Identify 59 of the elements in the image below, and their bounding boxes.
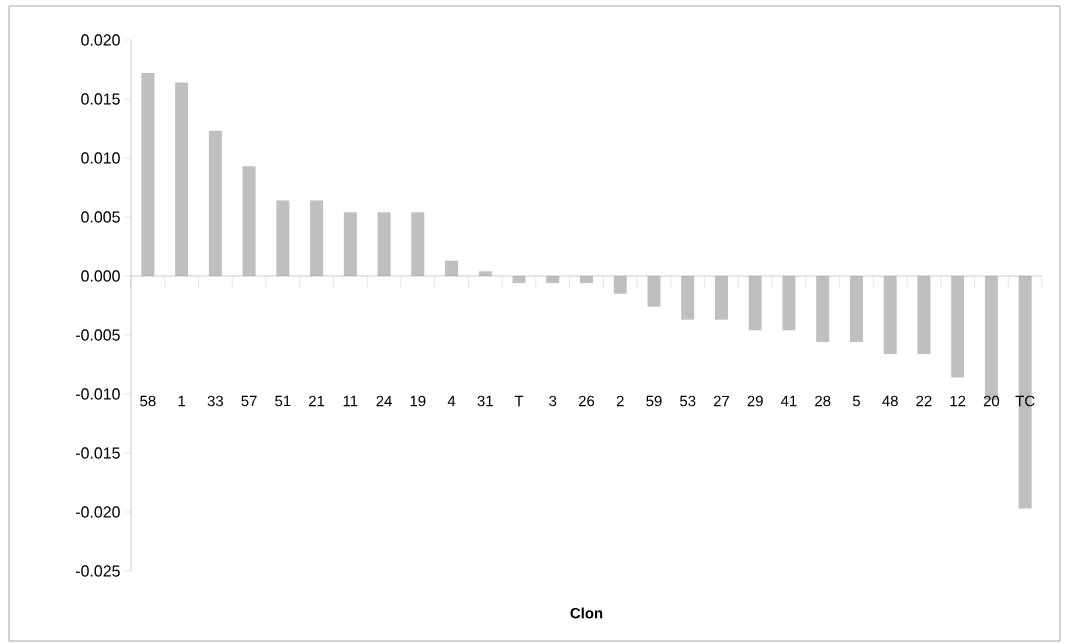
x-tick-label: 29	[747, 395, 763, 407]
bar	[613, 276, 627, 294]
y-tick-label: -0.020	[75, 506, 120, 518]
x-tick-label: 57	[241, 395, 257, 407]
y-tick-label: -0.005	[75, 329, 120, 341]
y-tick-label: -0.015	[75, 447, 120, 459]
x-tick-label: 53	[680, 395, 696, 407]
x-tick-label: 48	[882, 395, 898, 407]
x-tick-label: 59	[646, 395, 662, 407]
x-axis-title: Clon	[570, 607, 603, 619]
bar	[310, 200, 324, 276]
y-tick-label: 0.015	[81, 93, 120, 105]
x-tick-label: 51	[275, 395, 291, 407]
bar	[782, 276, 796, 331]
bar	[377, 212, 391, 276]
bar	[816, 276, 830, 343]
bar	[445, 260, 459, 276]
bar	[748, 276, 762, 331]
bar	[276, 200, 290, 276]
x-tick-label: 28	[815, 395, 831, 407]
x-tick-label: 58	[140, 395, 156, 407]
x-tick-label: 33	[207, 395, 224, 407]
bar	[175, 82, 189, 276]
x-tick-label: 1	[178, 395, 186, 407]
y-tick-label: 0.000	[81, 270, 120, 282]
x-tick-label: 12	[950, 395, 966, 407]
x-tick-label: 3	[549, 395, 557, 407]
bar	[681, 276, 695, 320]
x-tick-label: 24	[376, 395, 392, 407]
bar	[411, 212, 425, 276]
bar	[849, 276, 863, 343]
bar	[951, 276, 965, 378]
x-tick-label: TC	[1015, 395, 1035, 407]
x-tick-label: 26	[578, 395, 595, 407]
y-tick-label: 0.005	[81, 211, 120, 223]
y-tick-label: -0.010	[75, 388, 120, 400]
x-tick-label: 20	[983, 395, 1000, 407]
y-tick-label: 0.010	[81, 152, 120, 164]
x-tick-label: 2	[616, 395, 624, 407]
bar	[917, 276, 931, 354]
x-tick-label: 19	[410, 395, 426, 407]
bar	[208, 130, 222, 276]
x-tick-label: 4	[447, 395, 456, 407]
x-tick-label: 11	[343, 395, 358, 407]
x-tick-label: 22	[916, 395, 932, 407]
x-tick-label: 31	[477, 395, 493, 407]
bar	[647, 276, 661, 307]
x-tick-label: 5	[852, 395, 860, 407]
bar	[883, 276, 897, 354]
y-tick-label: 0.020	[81, 34, 120, 46]
bar	[343, 212, 357, 276]
x-tick-label: 27	[713, 395, 730, 407]
x-tick-label: 21	[309, 395, 325, 407]
bar	[141, 73, 155, 276]
x-tick-label: 41	[780, 395, 797, 407]
bar	[242, 166, 256, 276]
bar	[714, 276, 728, 320]
y-tick-label: -0.025	[75, 565, 120, 577]
x-tick-label: T	[514, 395, 524, 407]
